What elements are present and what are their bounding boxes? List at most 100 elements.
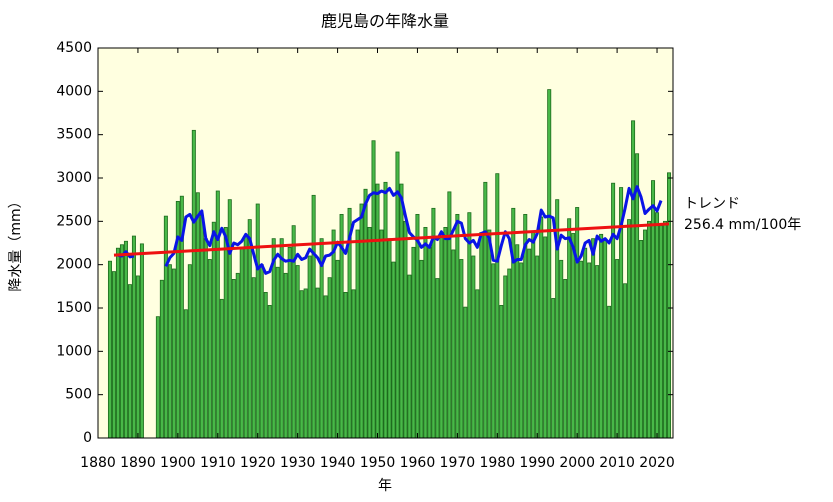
chart-title: 鹿児島の年降水量: [321, 12, 449, 31]
bar: [275, 266, 280, 439]
bar: [511, 207, 516, 439]
y-tick-label: 500: [65, 387, 92, 403]
bar: [571, 233, 576, 439]
bar: [295, 265, 300, 439]
y-tick-label: 4500: [56, 40, 92, 56]
bar: [455, 213, 460, 439]
bar: [211, 221, 216, 439]
bar: [507, 268, 512, 439]
bar: [551, 298, 556, 439]
bar: [407, 274, 412, 439]
y-tick-label: 4000: [56, 83, 92, 99]
y-tick-label: 1000: [56, 343, 92, 359]
bar: [463, 306, 468, 439]
bar: [107, 260, 112, 439]
bar: [311, 194, 316, 439]
bar: [611, 182, 616, 439]
bar: [575, 207, 580, 439]
bar: [279, 238, 284, 439]
bar: [447, 191, 452, 439]
bar: [259, 264, 264, 439]
bar: [467, 212, 472, 439]
bar: [191, 129, 196, 439]
bar: [415, 213, 420, 439]
x-tick-label: 1930: [280, 455, 316, 471]
y-tick-label: 2500: [56, 213, 92, 229]
bar: [515, 244, 520, 439]
bar: [427, 246, 432, 439]
bar: [183, 309, 188, 439]
bar: [567, 218, 572, 439]
bar: [451, 249, 456, 439]
annotation: トレンド: [684, 196, 740, 212]
bar: [531, 231, 536, 439]
bar: [327, 277, 332, 439]
bar: [635, 153, 640, 439]
bar: [303, 288, 308, 439]
bar: [207, 259, 212, 439]
bar: [519, 262, 524, 439]
bar: [559, 259, 564, 439]
x-tick-label: 2020: [639, 455, 675, 471]
bar: [411, 246, 416, 439]
bar: [163, 215, 168, 439]
x-tick-label: 1980: [479, 455, 515, 471]
x-tick-label: 1950: [360, 455, 396, 471]
bar: [435, 278, 440, 439]
bar: [363, 188, 368, 439]
annotation: 256.4 mm/100年: [684, 217, 801, 233]
bar: [167, 264, 172, 439]
bar: [391, 261, 396, 439]
bar: [503, 275, 508, 439]
bar: [371, 140, 376, 439]
bar: [607, 305, 612, 439]
bar: [323, 295, 328, 439]
bar: [127, 284, 132, 439]
bar: [527, 248, 532, 439]
bar: [299, 290, 304, 439]
y-tick-label: 3500: [56, 127, 92, 143]
bar: [123, 240, 128, 439]
bar: [135, 275, 140, 439]
bar: [587, 262, 592, 439]
bar: [627, 219, 632, 439]
x-tick-label: 1940: [320, 455, 356, 471]
x-tick-label: 1990: [519, 455, 555, 471]
y-tick-label: 1500: [56, 300, 92, 316]
bar: [235, 272, 240, 439]
bar: [315, 287, 320, 439]
bar: [423, 226, 428, 439]
bar: [115, 247, 120, 439]
bar: [563, 278, 568, 439]
bar: [615, 259, 620, 439]
bar: [483, 181, 488, 439]
line: [113, 222, 670, 257]
bar: [195, 192, 200, 439]
x-tick-label: 1910: [200, 455, 236, 471]
bar: [403, 220, 408, 439]
bar: [343, 291, 348, 439]
bar: [535, 255, 540, 439]
bar: [203, 238, 208, 439]
bar: [547, 89, 552, 439]
x-tick-label: 1920: [240, 455, 276, 471]
bar: [271, 238, 276, 439]
bar: [171, 268, 176, 439]
bar: [239, 246, 244, 439]
bar: [187, 264, 192, 439]
bar: [367, 226, 372, 439]
bar: [139, 243, 144, 439]
bar: [663, 220, 668, 439]
bar: [603, 239, 608, 439]
y-axis-label: 降水量（mm）: [8, 194, 24, 291]
bar: [283, 272, 288, 439]
bar: [623, 283, 628, 439]
bar: [543, 236, 548, 439]
x-tick-label: 1960: [400, 455, 436, 471]
bar: [227, 199, 232, 439]
bar: [399, 183, 404, 439]
bar: [419, 259, 424, 439]
bar: [155, 316, 160, 439]
bar: [667, 172, 672, 439]
